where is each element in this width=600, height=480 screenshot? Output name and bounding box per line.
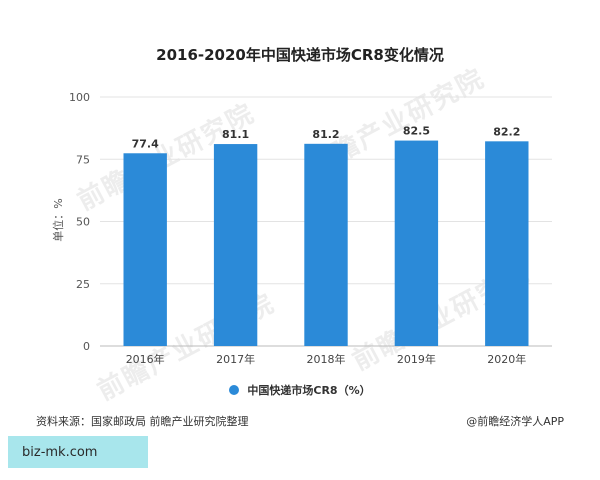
data-label: 77.4 (132, 137, 159, 150)
x-tick-label: 2016年 (126, 352, 165, 366)
bar (394, 140, 439, 346)
bar (123, 153, 167, 346)
data-label: 81.2 (312, 128, 339, 141)
label-layer: 0 25 50 75 100 77.4 2016年 81.1 2017年 81.2 2018年 82.… (69, 91, 526, 366)
y-tick-label: 50 (76, 216, 90, 229)
x-tick-label: 2020年 (487, 352, 526, 366)
y-tick-label: 75 (76, 153, 90, 166)
legend-label: 中国快递市场CR8（%） (247, 384, 371, 397)
source-note: 资料来源：国家邮政局 前瞻产业研究院整理 (36, 415, 249, 428)
y-axis-title: 单位：% (51, 198, 65, 241)
bar-layer (123, 140, 529, 346)
x-tick-label: 2018年 (307, 352, 346, 366)
site-banner[interactable]: biz-mk.com (8, 436, 148, 468)
y-tick-label: 25 (76, 278, 90, 291)
data-label: 82.5 (403, 125, 430, 138)
bar (304, 143, 348, 346)
y-tick-label: 0 (83, 340, 90, 353)
bar (213, 144, 258, 346)
y-tick-label: 100 (69, 91, 90, 104)
legend: 中国快递市场CR8（%） (0, 382, 600, 398)
x-tick-label: 2017年 (216, 352, 255, 366)
data-label: 81.1 (222, 128, 249, 141)
x-tick-label: 2019年 (397, 352, 436, 366)
legend-dot (229, 385, 240, 395)
bar (485, 141, 529, 346)
data-label: 82.2 (493, 125, 520, 138)
chart-title: 2016-2020年中国快递市场CR8变化情况 (156, 46, 444, 64)
credit-note: @前瞻经济学人APP (466, 415, 564, 428)
site-banner-text: biz-mk.com (22, 444, 98, 460)
